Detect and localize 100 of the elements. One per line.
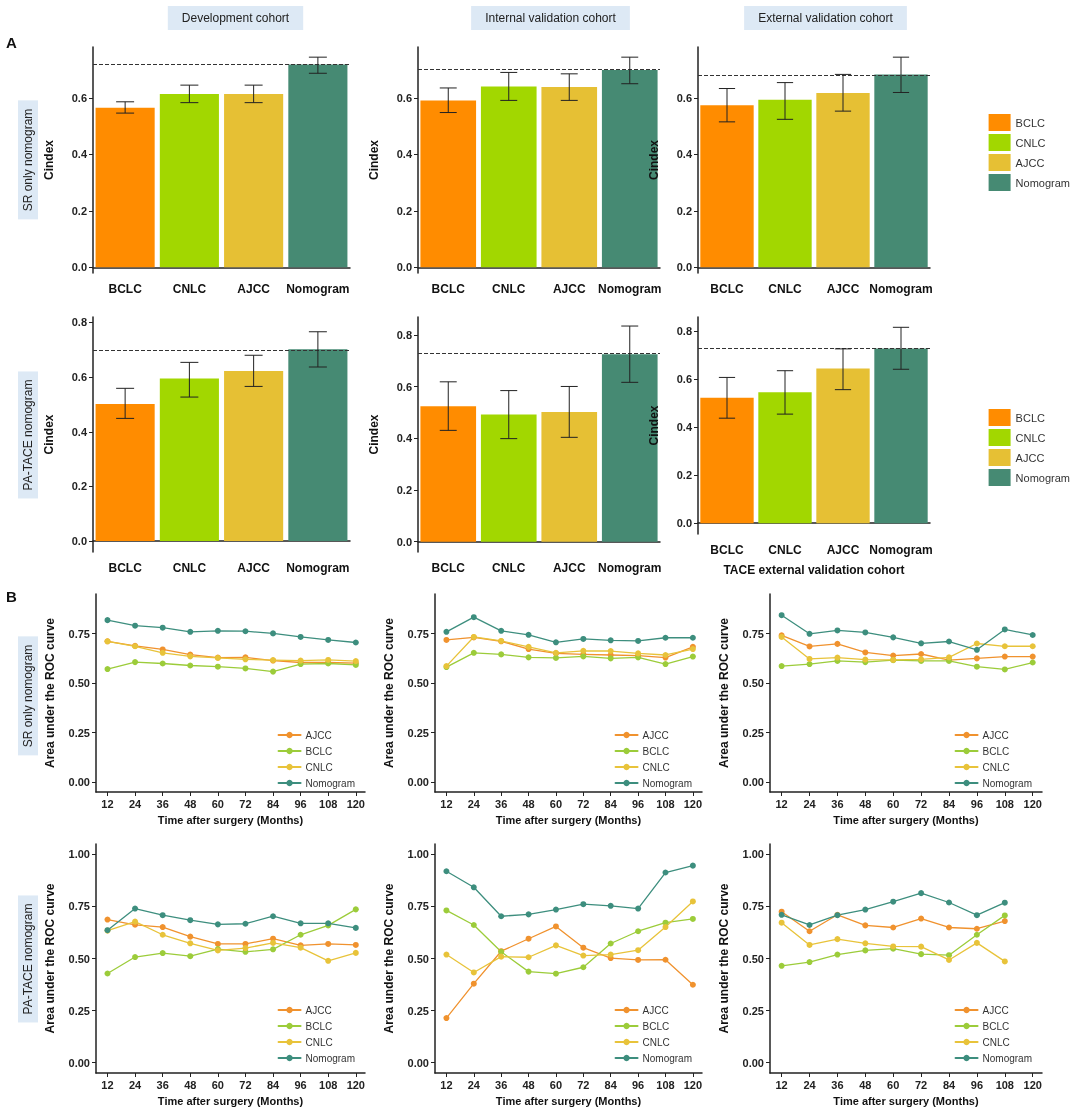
x-tick-label: 84 (266, 1078, 281, 1091)
x-tick-label: 84 (266, 797, 281, 810)
y-tick-label: 0.0 (396, 261, 412, 274)
y-tick-label: 0.8 (71, 316, 87, 329)
legend-label: BCLC (982, 1020, 1010, 1032)
x-tick-label: 84 (604, 1078, 618, 1091)
x-tick-label: 12 (775, 797, 788, 810)
legend-label: CNLC (305, 1036, 333, 1048)
x-tick-label: AJCC (826, 282, 860, 296)
x-tick-label: 48 (522, 797, 535, 810)
x-tick-label: Nomogram (598, 282, 662, 296)
y-tick-label: 0.75 (742, 627, 764, 640)
y-tick-label: 0.4 (676, 148, 693, 161)
text: PA-TACE nomogram (18, 371, 38, 498)
x-tick-label: AJCC (826, 543, 860, 557)
legend-label: BCLC (982, 745, 1010, 757)
x-tick-label: 12 (440, 1078, 453, 1091)
x-tick-label: 96 (294, 1078, 307, 1091)
legend-label: Nomogram (305, 1052, 356, 1064)
y-tick-label: 0.50 (407, 952, 429, 965)
legend-label: Nomogram (982, 777, 1033, 789)
x-tick-label: 108 (995, 797, 1014, 810)
legend-label: AJCC (1015, 451, 1045, 464)
y-axis-title: Area under the ROC curve (717, 883, 731, 1034)
y-tick-label: 0.2 (396, 204, 412, 217)
x-tick-label: 48 (859, 797, 872, 810)
y-tick-label: 0.0 (71, 535, 87, 548)
y-tick-label: 0.00 (68, 1056, 90, 1069)
x-tick-label: 72 (577, 1078, 590, 1091)
x-tick-label: Nomogram (286, 282, 350, 296)
y-tick-label: 0.4 (396, 432, 413, 445)
x-tick-label: 24 (803, 797, 817, 810)
y-tick-label: 0.25 (68, 726, 90, 739)
y-axis-title: Cindex (647, 405, 661, 446)
x-tick-label: 120 (1023, 797, 1042, 810)
y-tick-label: 0.75 (742, 900, 764, 913)
y-axis-title: Cindex (647, 139, 661, 181)
y-axis-title: Area under the ROC curve (717, 617, 731, 769)
y-tick-label: 0.4 (396, 148, 413, 161)
legend-label: AJCC (1015, 156, 1045, 169)
x-tick-label: CNLC (172, 282, 207, 296)
legend-label: CNLC (1015, 431, 1046, 444)
legend-label: CNLC (982, 1036, 1010, 1048)
y-tick-label: 0.6 (71, 91, 87, 104)
y-tick-label: 0.75 (68, 627, 90, 640)
x-axis-title: Time after surgery (Months) (833, 813, 979, 826)
x-tick-label: 60 (887, 1078, 900, 1091)
y-tick-label: 0.00 (407, 1056, 429, 1069)
legend-label: Nomogram (1015, 176, 1070, 189)
legend-label: AJCC (982, 1004, 1009, 1016)
legend-label: AJCC (642, 1004, 669, 1016)
legend-label: AJCC (982, 729, 1009, 741)
y-tick-label: 0.25 (742, 1004, 764, 1017)
x-tick-label: 120 (683, 797, 703, 810)
y-tick-label: 0.00 (68, 776, 90, 789)
legend-label: BCLC (642, 745, 670, 757)
x-tick-label: 84 (942, 1078, 956, 1091)
x-axis-title: TACE external validation cohort (723, 563, 905, 577)
y-tick-label: 0.6 (676, 373, 692, 386)
y-tick-label: 0.8 (396, 329, 412, 342)
y-tick-label: 1.00 (407, 848, 429, 861)
x-tick-label: 72 (914, 797, 928, 810)
x-tick-label: 36 (156, 1078, 169, 1091)
x-tick-label: 120 (346, 797, 365, 810)
x-tick-label: 108 (656, 1078, 675, 1091)
x-tick-label: 24 (467, 1078, 481, 1091)
x-tick-label: 72 (239, 1078, 252, 1091)
y-tick-label: 0.2 (676, 204, 692, 217)
x-tick-label: CNLC (172, 561, 207, 575)
x-tick-label: 60 (549, 797, 563, 810)
legend-label: Nomogram (305, 777, 356, 789)
x-axis-title: Time after surgery (Months) (157, 1094, 304, 1107)
x-tick-label: BCLC (431, 282, 466, 296)
x-tick-label: 72 (577, 797, 590, 810)
y-tick-label: 0.00 (407, 776, 429, 789)
legend-label: BCLC (1015, 411, 1045, 424)
y-tick-label: 0.50 (68, 677, 90, 690)
legend-label: BCLC (305, 745, 333, 757)
x-tick-label: 96 (631, 797, 645, 810)
y-tick-label: 0.0 (676, 261, 692, 274)
x-tick-label: 48 (184, 1078, 197, 1091)
legend-label: CNLC (1015, 136, 1046, 149)
x-tick-label: 24 (128, 797, 143, 810)
x-tick-label: 108 (319, 797, 338, 810)
x-tick-label: AJCC (237, 561, 271, 575)
x-tick-label: 72 (239, 797, 252, 810)
y-tick-label: 0.6 (396, 380, 412, 393)
legend-label: Nomogram (982, 1052, 1033, 1064)
x-tick-label: 36 (495, 1078, 508, 1091)
x-tick-label: 60 (549, 1078, 563, 1091)
y-axis-title: Area under the ROC curve (382, 883, 396, 1034)
y-tick-label: 1.00 (68, 848, 90, 861)
x-tick-label: 48 (522, 1078, 535, 1091)
y-tick-label: 0.50 (407, 677, 429, 690)
legend-label: CNLC (305, 761, 333, 773)
x-tick-label: Nomogram (286, 561, 350, 575)
y-tick-label: 0.75 (68, 900, 90, 913)
x-tick-label: AJCC (552, 282, 586, 296)
text: B (6, 588, 17, 605)
x-tick-label: 120 (346, 1078, 365, 1091)
